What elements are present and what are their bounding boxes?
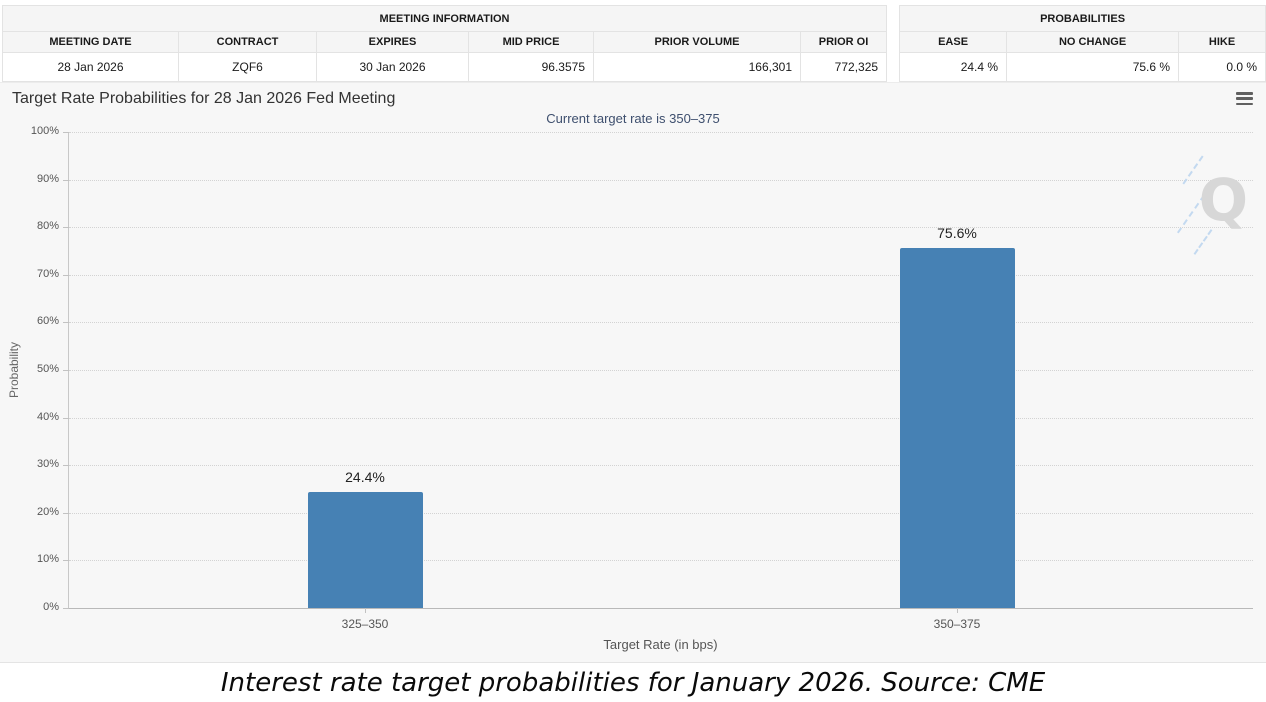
x-axis-category-label: 350–375 (933, 617, 981, 631)
summary-tables: MEETING INFORMATION MEETING DATE CONTRAC… (0, 0, 1266, 82)
y-axis-tick-label: 50% (36, 363, 59, 375)
col-header-contract: CONTRACT (178, 31, 317, 53)
y-tick (63, 417, 69, 419)
y-tick (63, 608, 69, 609)
meeting-date-value: 28 Jan 2026 (2, 52, 179, 82)
y-gridline (69, 512, 1253, 514)
y-axis-tick-label: 20% (36, 505, 59, 518)
col-header-hike: HIKE (1178, 31, 1266, 53)
y-gridline (69, 370, 1253, 371)
y-axis-tick-label: 100% (30, 125, 59, 137)
y-axis-tick-label: 60% (36, 315, 59, 328)
probability-bar-325–350[interactable] (307, 491, 423, 608)
chart-context-menu-button[interactable] (1236, 92, 1253, 105)
y-tick (63, 465, 69, 467)
bar-value-label: 24.4% (345, 468, 385, 485)
prior-oi-value: 772,325 (799, 52, 888, 82)
y-axis-tick-label: 40% (36, 410, 59, 423)
y-tick (63, 179, 69, 181)
y-axis-tick-label: 70% (36, 267, 59, 280)
y-gridline (69, 132, 1253, 133)
probabilities-table: PROBABILITIES EASE NO CHANGE HIKE 24.4 %… (899, 5, 1266, 82)
expires-value: 30 Jan 2026 (316, 52, 469, 82)
y-axis-tick-label: 80% (36, 220, 59, 233)
y-gridline (69, 465, 1253, 467)
bar-value-label: 75.6% (937, 225, 977, 242)
y-gridline (69, 227, 1253, 229)
col-header-prior-volume: PRIOR VOLUME (593, 31, 801, 53)
hamburger-icon (1236, 92, 1253, 95)
y-gridline (69, 417, 1253, 419)
x-tick (957, 608, 958, 613)
hamburger-icon (1236, 102, 1253, 105)
hamburger-icon (1236, 97, 1253, 100)
caption-row: Interest rate target probabilities for J… (0, 663, 1266, 702)
y-gridline (69, 560, 1253, 562)
y-tick (63, 370, 69, 371)
y-tick (63, 512, 69, 514)
x-axis-category-label: 325–350 (341, 617, 389, 631)
meeting-information-table: MEETING INFORMATION MEETING DATE CONTRAC… (1, 5, 888, 82)
y-axis-tick-label: 30% (36, 458, 59, 471)
chart-title: Target Rate Probabilities for 28 Jan 202… (12, 90, 396, 107)
col-header-expires: EXPIRES (316, 31, 469, 53)
y-tick (63, 227, 69, 229)
meeting-information-header: MEETING INFORMATION (1, 5, 888, 32)
plot-area: 0% 10% 20% 30% 40% 50% 60% 70% 80% 90% 100% 24.4% 32… (31, 125, 1253, 631)
y-axis-tick-label: 0% (43, 601, 59, 613)
probabilities-row: 24.4 % 75.6 % 0.0 % (899, 52, 1266, 82)
meeting-information-row: 28 Jan 2026 ZQF6 30 Jan 2026 96.3575 166… (2, 52, 888, 82)
ease-value: 24.4 % (899, 52, 1008, 82)
col-header-prior-oi: PRIOR OI (799, 31, 888, 53)
fedwatch-chart: Target Rate Probabilities for 28 Jan 202… (0, 82, 1266, 663)
y-gridline (69, 274, 1253, 276)
contract-value: ZQF6 (178, 52, 317, 82)
col-header-ease: EASE (899, 31, 1008, 53)
col-header-meeting-date: MEETING DATE (2, 31, 179, 53)
y-axis-tick-label: 90% (36, 172, 59, 185)
probabilities-header: PROBABILITIES (899, 5, 1266, 32)
prior-volume-value: 166,301 (593, 52, 801, 82)
hike-value: 0.0 % (1178, 52, 1266, 82)
y-gridline (69, 179, 1253, 181)
y-tick (63, 132, 69, 133)
image-caption: Interest rate target probabilities for J… (220, 667, 1046, 698)
y-tick (63, 560, 69, 562)
y-tick (63, 322, 69, 324)
chart-subtitle: Current target rate is 350–375 (546, 111, 720, 126)
y-gridline (69, 322, 1253, 324)
col-header-no-change: NO CHANGE (1006, 31, 1180, 53)
mid-price-value: 96.3575 (468, 52, 594, 82)
x-tick (365, 608, 366, 613)
no-change-value: 75.6 % (1006, 52, 1180, 82)
x-axis-title: Target Rate (in bps) (603, 637, 718, 652)
y-tick (63, 274, 69, 276)
col-header-mid-price: MID PRICE (468, 31, 594, 53)
y-axis-tick-label: 10% (36, 553, 59, 566)
probability-bar-350–375[interactable] (899, 248, 1015, 608)
